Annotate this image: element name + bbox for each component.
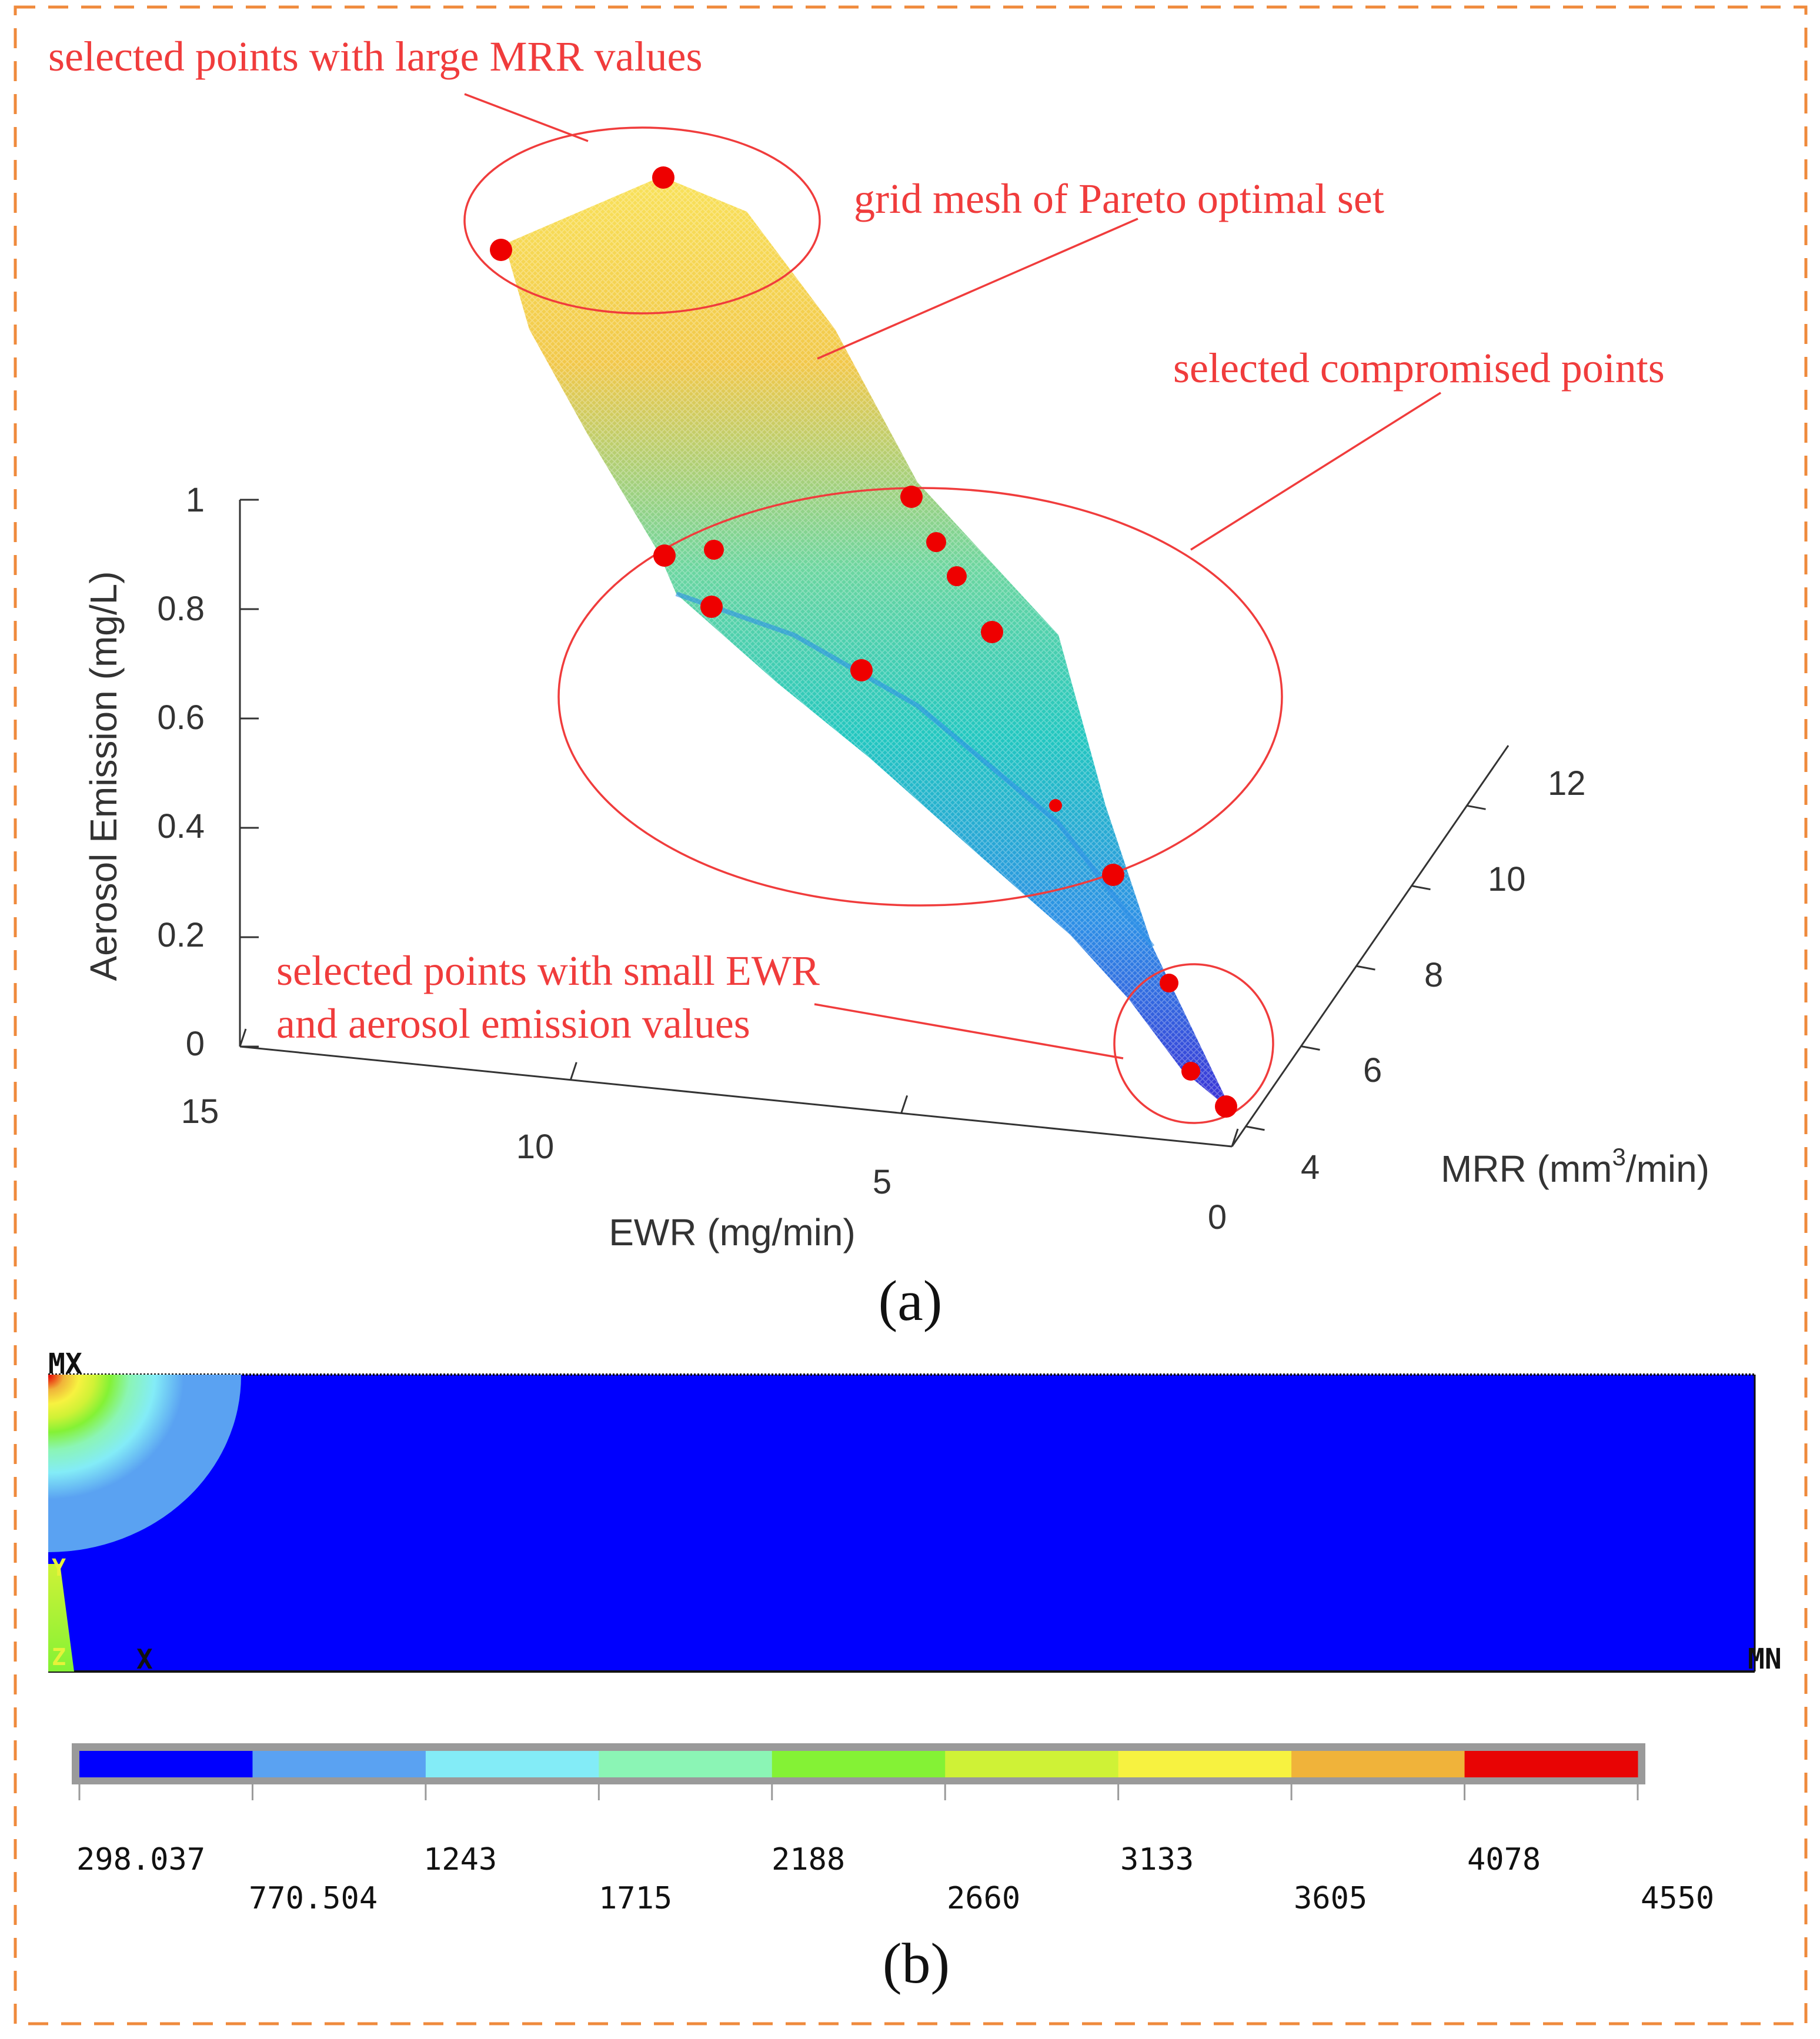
z-tick-label: 0.4 [157, 807, 205, 845]
legend-value: 770.504 [249, 1881, 378, 1916]
leader-compromised [1190, 392, 1441, 551]
legend-swatch [79, 1751, 253, 1777]
circle-compromised [557, 487, 1283, 907]
legend-swatch [425, 1751, 599, 1777]
y-axis-line [1231, 745, 1510, 1147]
legend-value: 3605 [1294, 1881, 1367, 1916]
x-tick-label: 10 [516, 1128, 555, 1166]
z-tick-label: 1 [186, 481, 205, 519]
axis-x-marker: X [136, 1643, 153, 1675]
surface-fold [675, 591, 1155, 948]
point-large-mrr [652, 166, 674, 189]
hot-spot-region [48, 1375, 242, 1552]
point-compromised [653, 544, 676, 567]
annotation-shapes [463, 93, 1441, 1124]
legend-swatch [599, 1751, 773, 1777]
y-tick-mark [1411, 885, 1431, 891]
min-marker: MN [1748, 1643, 1782, 1676]
panel-label-a: (a) [879, 1269, 943, 1333]
annotation-large-mrr: selected points with large MRR values [48, 33, 702, 80]
surface-mesh [505, 176, 1232, 1111]
x-tick-label: 15 [181, 1092, 219, 1131]
point-small-ewr [1160, 974, 1178, 992]
max-marker: MX [48, 1348, 82, 1380]
axis-z-marker: Z [52, 1644, 66, 1671]
circle-small-ewr [1113, 963, 1274, 1124]
legend-value: 2660 [947, 1881, 1020, 1916]
legend-swatch [1291, 1751, 1465, 1777]
x-tick-mark [239, 1028, 247, 1047]
z-tick-label: 0.2 [157, 916, 205, 954]
z-tick-label: 0.6 [157, 698, 205, 737]
panel-label-b: (b) [883, 1932, 950, 1995]
figure-frame [14, 5, 1808, 2025]
legend-value: 4550 [1641, 1881, 1714, 1916]
y-tick-label: 12 [1548, 764, 1586, 803]
leader-small-ewr [814, 1003, 1124, 1059]
y-axis-title-prefix: MRR (mm [1441, 1148, 1612, 1190]
leader-large-mrr [464, 93, 589, 142]
point-compromised [900, 486, 923, 508]
y-tick-label: 8 [1424, 956, 1443, 994]
y-tick-label: 10 [1488, 860, 1526, 898]
legend-value: 298.037 [76, 1842, 205, 1877]
x-tick-label: 0 [1208, 1198, 1227, 1236]
y-tick-mark [1467, 804, 1486, 810]
legend-swatch [945, 1751, 1119, 1777]
z-tick-label: 0.8 [157, 590, 205, 628]
y-tick-label: 6 [1363, 1051, 1382, 1089]
x-tick-label: 5 [873, 1163, 891, 1201]
legend-labels: 298.037 770.504 1243 1715 2188 2660 3133… [76, 1842, 1714, 1916]
legend-swatch [772, 1751, 946, 1777]
annotation-small-ewr-line1: selected points with small EWR [276, 947, 820, 994]
panel-a-surface-plot: 1 0.8 0.6 0.4 0.2 0 15 10 5 0 4 6 8 10 1… [48, 33, 1709, 1333]
legend-value: 2188 [772, 1842, 845, 1877]
annotation-small-ewr-line2: and aerosol emission values [276, 1000, 750, 1047]
legend-value: 3133 [1120, 1842, 1194, 1877]
legend-swatch [1118, 1751, 1292, 1777]
y-axis-title-suffix: /min) [1626, 1148, 1709, 1190]
y-tick-mark [1301, 1045, 1320, 1051]
legend-colorbar [78, 1751, 1639, 1800]
y-tick-mark [1245, 1125, 1265, 1131]
point-small-ewr [1181, 1062, 1200, 1081]
legend-value: 1715 [599, 1881, 672, 1916]
x-tick-mark [1231, 1128, 1239, 1147]
y-axis-title: MRR (mm3/min) [1441, 1143, 1709, 1190]
circle-large-mrr [463, 126, 821, 315]
point-compromised [1049, 799, 1062, 812]
x-axis-line [239, 1045, 1233, 1148]
legend-value: 1243 [423, 1842, 497, 1877]
point-large-mrr [490, 239, 512, 261]
point-compromised [704, 540, 724, 560]
x-tick-mark [900, 1095, 909, 1114]
point-small-ewr [1215, 1095, 1237, 1118]
annotation-grid-mesh: grid mesh of Pareto optimal set [854, 175, 1384, 222]
x-tick-mark [569, 1062, 577, 1081]
y-tick-label: 4 [1301, 1148, 1320, 1186]
point-compromised [700, 596, 723, 618]
pareto-surface [505, 176, 1232, 1111]
annotation-compromised: selected compromised points [1173, 345, 1665, 392]
legend-swatch [252, 1751, 426, 1777]
z-axis-title: Aerosol Emission (mg/L) [82, 571, 125, 981]
x-axis-title: EWR (mg/min) [609, 1211, 856, 1254]
edge-gradient-strip [48, 1564, 74, 1672]
selected-points [490, 166, 1237, 1118]
contour-field [48, 1375, 1755, 1672]
point-compromised [926, 532, 946, 552]
axis-y-marker: Y [52, 1555, 66, 1582]
y-axis-title-sup: 3 [1612, 1143, 1625, 1171]
z-tick-label: 0 [186, 1025, 205, 1063]
legend-value: 4078 [1467, 1842, 1541, 1877]
point-compromised [981, 621, 1003, 643]
point-compromised [1102, 864, 1124, 886]
panel-b-contour-plot: MX MN Y Z X 298.037 770.504 1243 1715 21… [48, 1348, 1782, 1995]
y-tick-mark [1356, 965, 1375, 971]
leader-grid-mesh [817, 218, 1138, 360]
point-compromised [947, 566, 967, 586]
legend-swatch [1464, 1751, 1638, 1777]
point-compromised [850, 659, 873, 681]
